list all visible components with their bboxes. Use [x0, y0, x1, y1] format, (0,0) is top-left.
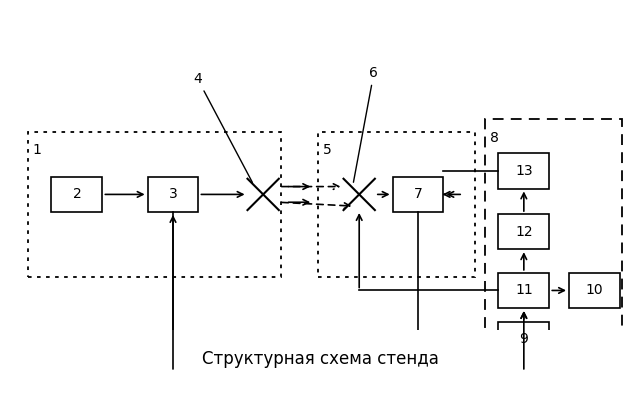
Bar: [499, 153, 549, 188]
Text: 3: 3: [168, 187, 177, 201]
Text: 2: 2: [72, 187, 81, 201]
Text: 11: 11: [515, 284, 532, 297]
Bar: [392, 177, 444, 212]
Text: 1: 1: [33, 143, 42, 158]
Bar: [484, 119, 622, 333]
Text: 8: 8: [490, 131, 499, 145]
Bar: [318, 132, 475, 277]
Bar: [499, 322, 549, 357]
Text: 7: 7: [413, 187, 422, 201]
Text: 6: 6: [353, 66, 378, 182]
Bar: [499, 214, 549, 249]
Bar: [28, 132, 281, 277]
Bar: [51, 177, 102, 212]
Bar: [569, 273, 620, 308]
Text: 13: 13: [515, 164, 532, 178]
Text: 12: 12: [515, 225, 532, 239]
Text: 9: 9: [520, 333, 528, 346]
Bar: [148, 177, 198, 212]
Text: Структурная схема стенда: Структурная схема стенда: [202, 350, 438, 368]
Text: 10: 10: [586, 284, 604, 297]
Text: 5: 5: [323, 143, 332, 158]
Bar: [499, 273, 549, 308]
Text: 4: 4: [193, 71, 252, 182]
